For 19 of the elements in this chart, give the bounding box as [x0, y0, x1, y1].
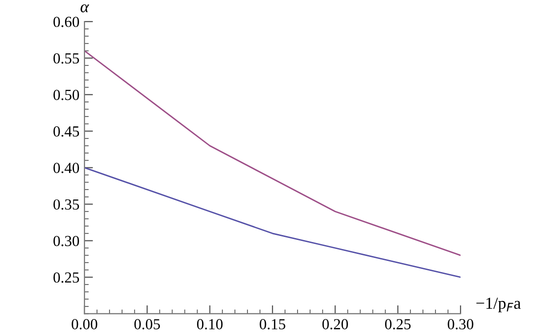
- x-tick-label: 0.20: [322, 319, 348, 330]
- line-series: [84, 50, 461, 256]
- y-tick-label: 0.60: [53, 16, 80, 28]
- x-tick-label: 0.15: [260, 319, 286, 330]
- line-series: [84, 166, 461, 278]
- y-tick-label: 0.30: [53, 236, 80, 246]
- y-tick-label: 0.50: [53, 90, 80, 100]
- x-tick-label: 0.30: [448, 319, 474, 330]
- y-tick-label: 0.55: [53, 53, 80, 64]
- x-tick-label: 0.00: [72, 319, 98, 330]
- y-tick-label: 0.40: [53, 162, 80, 174]
- y-tick-label: 0.25: [53, 272, 80, 283]
- y-axis-title: α: [80, 4, 90, 12]
- x-axis-title: −1/p$_{F}$a: [476, 298, 521, 312]
- y-tick-label: 0.45: [53, 126, 80, 137]
- x-tick-label: 0.25: [385, 319, 411, 330]
- x-tick-label: 0.10: [197, 319, 223, 330]
- x-tick-label: 0.05: [134, 319, 160, 330]
- y-tick-label: 0.35: [53, 199, 80, 210]
